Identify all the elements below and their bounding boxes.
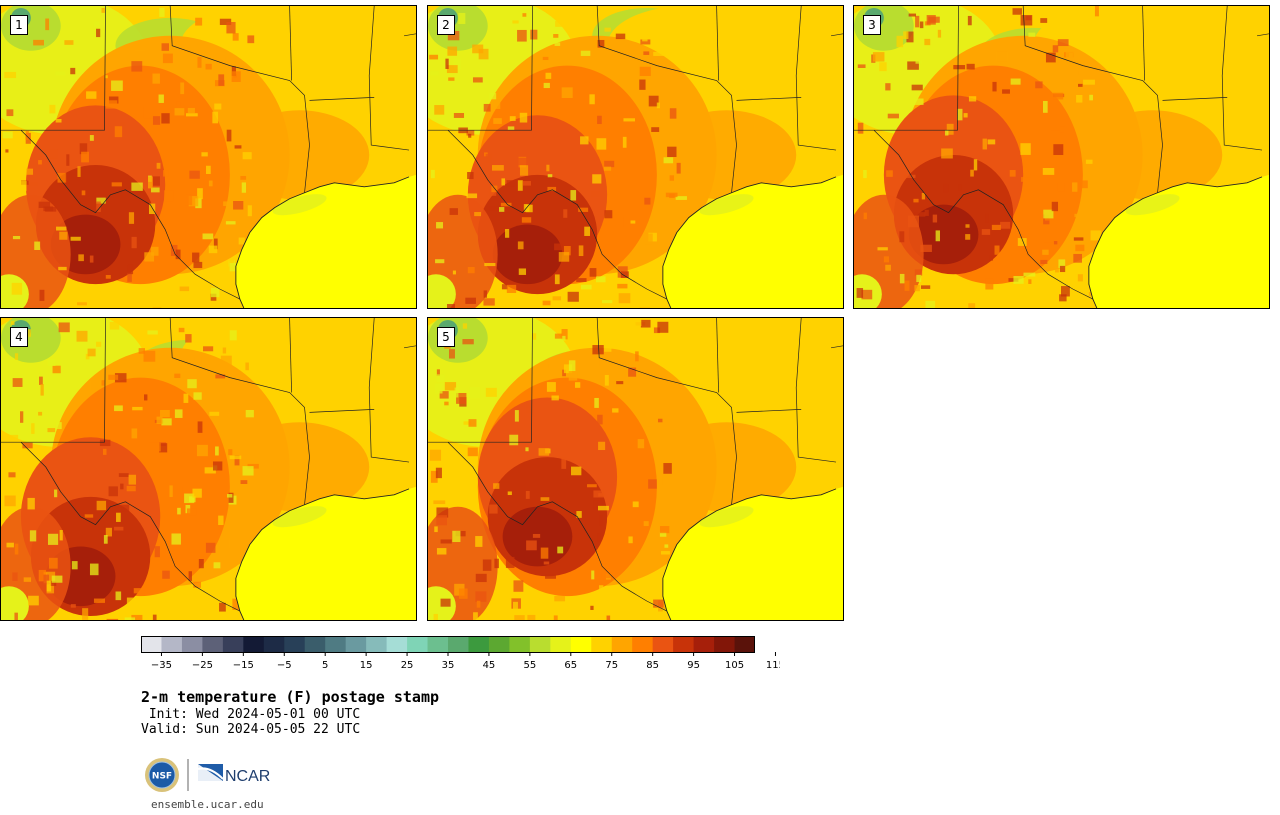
colorbar-tick-label: 95 <box>687 660 700 671</box>
colorbar-swatch <box>263 636 285 653</box>
colorbar-swatch <box>529 636 551 653</box>
colorbar-swatch <box>550 636 572 653</box>
colorbar-swatch <box>734 636 755 653</box>
colorbar-tick-label: 45 <box>483 660 496 671</box>
colorbar-tick-label: 55 <box>523 660 536 671</box>
colorbar-swatch <box>202 636 224 653</box>
colorbar-swatch <box>570 636 592 653</box>
colorbar-swatch <box>611 636 633 653</box>
map-panel-5: 5 <box>427 317 844 621</box>
map-panel-4: 4 <box>0 317 417 621</box>
colorbar-swatch <box>509 636 531 653</box>
temperature-field <box>428 6 843 308</box>
colorbar-swatch <box>386 636 408 653</box>
map-1 <box>1 6 416 308</box>
state-borders <box>1 318 416 620</box>
colorbar-swatch <box>468 636 490 653</box>
panel-label: 2 <box>437 15 455 35</box>
colorbar-tick-label: 5 <box>322 660 328 671</box>
colorbar-swatch <box>591 636 613 653</box>
colorbar-swatch <box>693 636 715 653</box>
colorbar-tick-label: 35 <box>442 660 455 671</box>
map-3 <box>854 6 1269 308</box>
colorbar-swatch <box>632 636 654 653</box>
map-panel-1: 1 <box>0 5 417 309</box>
colorbar-swatch <box>222 636 244 653</box>
chart-title: 2-m temperature (F) postage stamp <box>141 688 440 706</box>
map-5 <box>428 318 843 620</box>
nsf-logo-text: NSF <box>152 772 172 782</box>
temperature-field <box>854 6 1269 308</box>
colorbar-tick-label: 115 <box>766 660 780 671</box>
map-4 <box>1 318 416 620</box>
state-borders <box>428 6 843 308</box>
colorbar-tick-label: 65 <box>564 660 577 671</box>
valid-time: Valid: Sun 2024-05-05 22 UTC <box>141 722 361 737</box>
temperature-field <box>428 318 843 620</box>
colorbar-swatch <box>366 636 387 653</box>
state-borders <box>428 318 843 620</box>
colorbar-tick-label: −5 <box>277 660 292 671</box>
colorbar-swatch <box>673 636 694 653</box>
colorbar-swatch <box>141 636 162 653</box>
map-panel-3: 3 <box>853 5 1270 309</box>
colorbar-swatch <box>161 636 183 653</box>
website-url: ensemble.ucar.edu <box>151 798 264 811</box>
panel-label: 3 <box>863 15 881 35</box>
panel-label: 1 <box>10 15 28 35</box>
colorbar-tick-label: 85 <box>646 660 659 671</box>
colorbar-swatch <box>284 636 306 653</box>
map-panel-2: 2 <box>427 5 844 309</box>
map-2 <box>428 6 843 308</box>
state-borders <box>854 6 1269 308</box>
temperature-field <box>1 6 416 308</box>
state-borders <box>1 6 416 308</box>
colorbar-swatch <box>345 636 367 653</box>
colorbar <box>141 636 755 653</box>
colorbar-tick-label: −25 <box>192 660 213 671</box>
colorbar-swatch <box>488 636 510 653</box>
init-time: Init: Wed 2024-05-01 00 UTC <box>141 707 361 722</box>
logos: NSF NCAR <box>145 758 270 792</box>
colorbar-swatch <box>181 636 203 653</box>
nsf-logo-icon: NSF <box>145 758 179 792</box>
colorbar-ticks: −35 −25 −15 −5 5 15 25 35 45 55 65 75 85 95 105 115 <box>151 652 780 671</box>
colorbar-swatch <box>652 636 674 653</box>
colorbar-swatch <box>448 636 469 653</box>
colorbar-swatch <box>714 636 735 653</box>
colorbar-tick-label: 15 <box>360 660 373 671</box>
colorbar-tick-label: 75 <box>605 660 618 671</box>
colorbar-swatch <box>427 636 449 653</box>
colorbar-tick-label: 25 <box>401 660 414 671</box>
colorbar-swatch <box>243 636 265 653</box>
panel-label: 4 <box>10 327 28 347</box>
temperature-field <box>1 318 416 620</box>
ncar-logo-text: NCAR <box>225 768 270 785</box>
panel-label: 5 <box>437 327 455 347</box>
colorbar-tick-label: −35 <box>151 660 172 671</box>
ncar-logo-icon: NCAR <box>197 764 270 785</box>
colorbar-swatch <box>325 636 347 653</box>
colorbar-swatch <box>304 636 326 653</box>
colorbar-tick-label: 105 <box>725 660 744 671</box>
colorbar-swatch <box>407 636 428 653</box>
colorbar-tick-label: −15 <box>233 660 254 671</box>
